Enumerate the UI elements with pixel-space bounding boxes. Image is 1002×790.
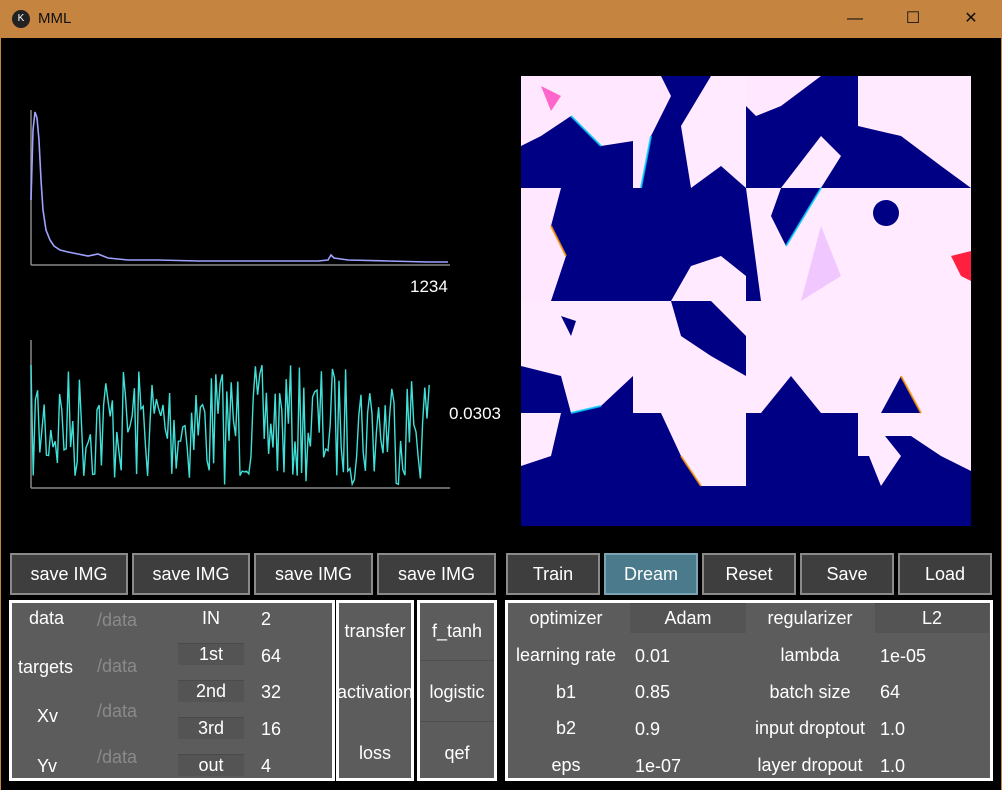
save-button[interactable]: Save xyxy=(800,553,894,595)
layer-in-label: IN xyxy=(202,608,220,628)
optimizer-select-bg[interactable] xyxy=(630,603,746,633)
transfer-select[interactable]: f_tanh xyxy=(431,621,483,641)
title-bar: K MML — ☐ ✕ xyxy=(0,0,1002,38)
eps-value[interactable]: 1e-07 xyxy=(635,756,682,776)
save-img-button-2[interactable]: save IMG xyxy=(132,553,250,595)
layer-3rd-field[interactable] xyxy=(178,717,244,739)
input-dropout-value[interactable]: 1.0 xyxy=(880,719,906,739)
lambda-value[interactable]: 1e-05 xyxy=(880,646,927,666)
learning-rate-label: learning rate xyxy=(515,645,617,665)
dream-image xyxy=(521,76,971,526)
regularizer-select[interactable]: L2 xyxy=(921,608,943,628)
input-dropout-label: input droptout xyxy=(754,718,866,738)
layer-2nd-field[interactable] xyxy=(178,680,244,702)
layer-2nd-value[interactable]: 32 xyxy=(261,682,282,702)
xv-label: Xv xyxy=(37,706,59,726)
save-img-button-4[interactable]: save IMG xyxy=(377,553,496,595)
error-value: 0.0303 xyxy=(449,404,501,423)
targets-path[interactable]: /data xyxy=(97,656,138,676)
function-divider xyxy=(420,721,494,722)
reset-button[interactable]: Reset xyxy=(702,553,796,595)
optimizer-select[interactable]: Adam xyxy=(664,608,712,628)
layer-1st-field[interactable] xyxy=(178,643,244,665)
b2-label: b2 xyxy=(555,718,577,738)
regularizer-label: regularizer xyxy=(767,608,853,628)
layer-dropout-value[interactable]: 1.0 xyxy=(880,756,906,776)
optimizer-label: optimizer xyxy=(529,608,603,628)
close-icon[interactable]: ✕ xyxy=(964,10,978,27)
layer-out-label[interactable]: out xyxy=(198,755,224,775)
loss-value: 1234 xyxy=(410,277,448,296)
b2-value[interactable]: 0.9 xyxy=(635,719,661,739)
regularizer-select-bg[interactable] xyxy=(875,603,989,633)
layer-2nd-label[interactable]: 2nd xyxy=(195,681,227,701)
transfer-label: transfer xyxy=(344,621,406,641)
kivy-logo-icon: K xyxy=(12,10,30,28)
function-value-panel xyxy=(417,600,497,781)
dream-button[interactable]: Dream xyxy=(604,553,698,595)
window-title: MML xyxy=(38,10,72,27)
b1-label: b1 xyxy=(555,682,577,702)
data-path[interactable]: /data xyxy=(97,610,138,630)
data-panel xyxy=(9,600,335,781)
loss-label: loss xyxy=(358,743,391,763)
batch-size-label: batch size xyxy=(769,682,851,702)
layer-1st-value[interactable]: 64 xyxy=(261,646,282,666)
eps-label: eps xyxy=(551,755,581,775)
yv-path[interactable]: /data xyxy=(97,747,138,767)
activation-label: activation xyxy=(336,682,414,702)
targets-label: targets xyxy=(18,657,74,677)
train-button[interactable]: Train xyxy=(506,553,600,595)
activation-select[interactable]: logistic xyxy=(429,682,485,702)
learning-rate-value[interactable]: 0.01 xyxy=(635,646,671,666)
function-divider xyxy=(420,660,494,661)
function-label-panel xyxy=(336,600,414,781)
b1-value[interactable]: 0.85 xyxy=(635,682,671,702)
layer-out-value[interactable]: 4 xyxy=(261,756,272,776)
layer-3rd-value[interactable]: 16 xyxy=(261,719,282,739)
maximize-icon[interactable]: ☐ xyxy=(905,10,921,27)
loss-curve xyxy=(30,111,448,263)
layer-out-field[interactable] xyxy=(178,754,244,776)
layer-1st-label[interactable]: 1st xyxy=(198,644,223,664)
error-curve xyxy=(30,364,430,487)
loss-select[interactable]: qef xyxy=(444,743,470,763)
yv-label: Yv xyxy=(37,756,58,776)
minimize-icon[interactable]: — xyxy=(847,10,863,27)
batch-size-value[interactable]: 64 xyxy=(880,682,901,702)
layer-dropout-label: layer dropout xyxy=(757,755,863,775)
layer-in-value[interactable]: 2 xyxy=(261,609,272,629)
lambda-label: lambda xyxy=(780,645,840,665)
loss-plot xyxy=(30,110,450,266)
save-img-button-1[interactable]: save IMG xyxy=(10,553,128,595)
xv-path[interactable]: /data xyxy=(97,701,138,721)
load-button[interactable]: Load xyxy=(898,553,992,595)
layer-3rd-label[interactable]: 3rd xyxy=(197,718,224,738)
error-plot xyxy=(30,340,450,489)
data-label: data xyxy=(29,608,65,628)
save-img-button-3[interactable]: save IMG xyxy=(254,553,373,595)
